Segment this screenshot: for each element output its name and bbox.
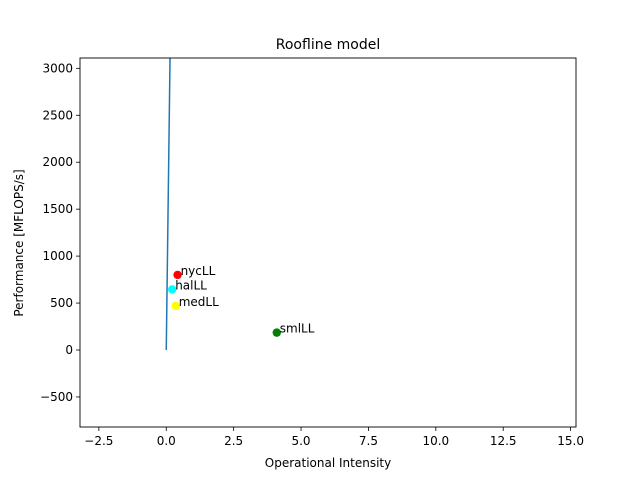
roofline-line <box>165 57 171 351</box>
y-tick-label: 2000 <box>42 155 73 169</box>
y-axis-label: Performance [MFLOPS/s] <box>12 169 26 316</box>
y-tick-label: 3000 <box>42 61 73 75</box>
point-label-medLL: medLL <box>179 295 219 309</box>
plot-frame <box>79 57 577 428</box>
x-tick-label: 5.0 <box>291 434 310 448</box>
data-point-halLL <box>167 285 177 294</box>
point-label-smlLL: smlLL <box>280 322 315 336</box>
x-tick-label: −2.5 <box>84 434 113 448</box>
data-point-smlLL <box>272 328 281 337</box>
data-point-medLL <box>171 301 180 311</box>
y-tick-label: 1500 <box>42 202 73 216</box>
chart-title: Roofline model <box>276 37 380 53</box>
x-axis-label: Operational Intensity <box>265 456 391 470</box>
y-tick-label: 500 <box>50 296 73 310</box>
y-tick-label: 0 <box>65 343 73 357</box>
y-tick-label: 2500 <box>42 108 73 122</box>
point-label-halLL: halLL <box>175 278 207 292</box>
x-tick-label: 15.0 <box>557 434 584 448</box>
x-tick-label: 7.5 <box>359 434 378 448</box>
y-tick-label: −500 <box>40 390 73 404</box>
y-tick-label: 1000 <box>42 249 73 263</box>
x-tick-label: 2.5 <box>224 434 243 448</box>
x-tick-label: 0.0 <box>157 434 176 448</box>
data-point-nycLL <box>173 270 182 280</box>
x-tick-label: 10.0 <box>422 434 449 448</box>
point-label-nycLL: nycLL <box>181 264 216 278</box>
x-tick-label: 12.5 <box>490 434 517 448</box>
